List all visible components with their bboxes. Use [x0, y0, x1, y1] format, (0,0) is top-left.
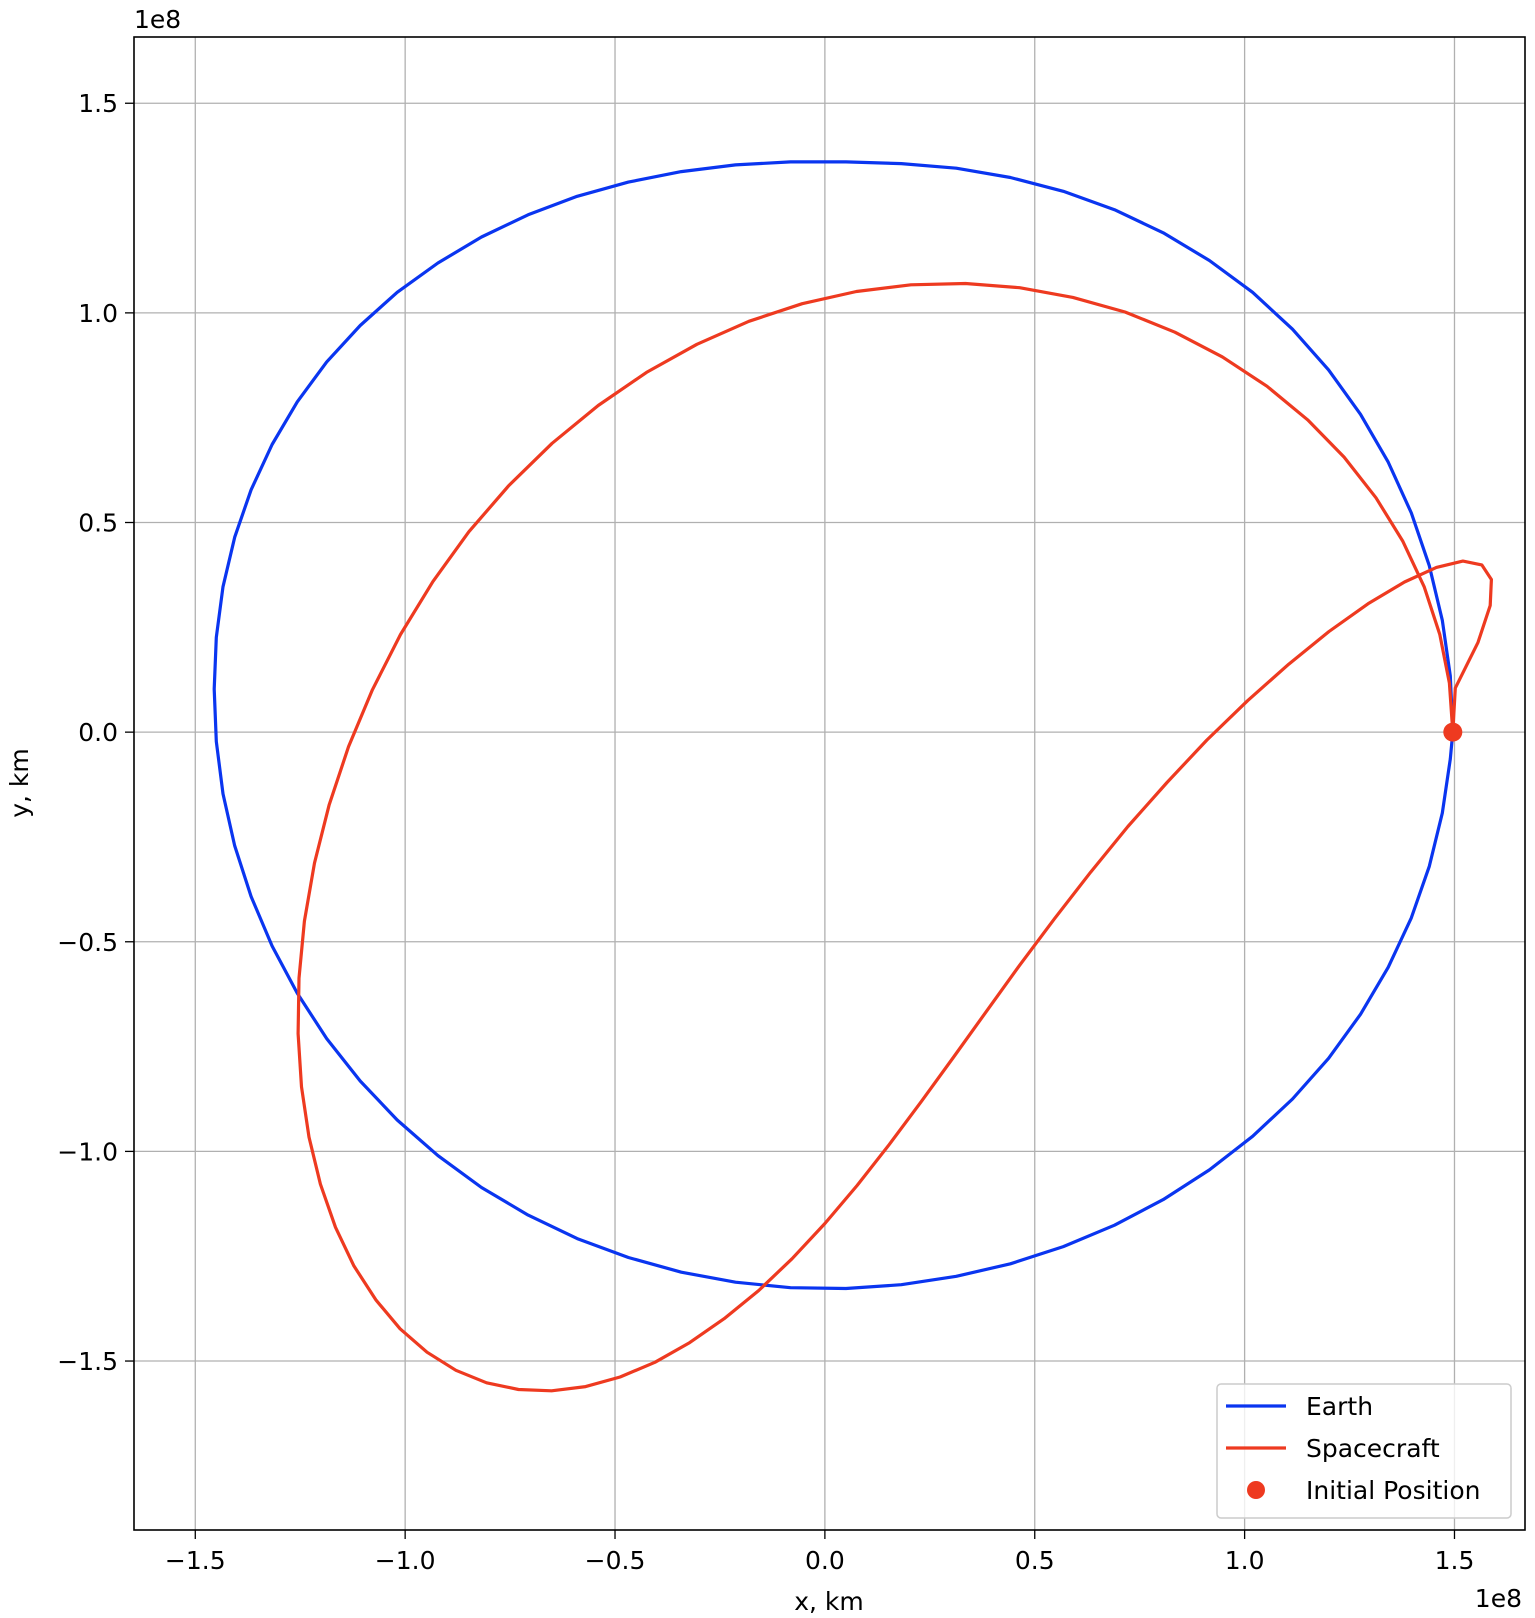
y-axis-label: y, km [5, 748, 34, 818]
x-tick-label: 0.5 [1015, 1546, 1055, 1575]
legend-label-earth: Earth [1306, 1392, 1373, 1421]
y-tick-label: 0.5 [78, 509, 118, 538]
x-tick-label: −1.0 [375, 1546, 436, 1575]
spacecraft-orbit-line [296, 281, 1494, 1393]
initial-position-marker [1443, 722, 1463, 742]
y-tick-label: 0.0 [78, 718, 118, 747]
y-tick-label: 1.0 [78, 299, 118, 328]
y-tick-label: −0.5 [57, 928, 118, 957]
legend-box [1216, 1383, 1512, 1519]
y-tick-label: −1.5 [57, 1347, 118, 1376]
y-tick-label: −1.0 [57, 1137, 118, 1166]
y-axis: 1.5 1.0 0.5 0.0 −0.5 −1.0 −1.5 [57, 89, 134, 1376]
legend-swatch-initial-position [1247, 1481, 1265, 1499]
earth-orbit-line [212, 160, 1455, 1291]
y-tick-label: 1.5 [78, 89, 118, 118]
legend: Earth Spacecraft Initial Position [1216, 1383, 1512, 1519]
x-tick-label: 0.0 [805, 1546, 845, 1575]
x-tick-label: −1.5 [165, 1546, 226, 1575]
series-layer [212, 160, 1494, 1393]
legend-label-spacecraft: Spacecraft [1306, 1434, 1440, 1463]
x-axis: −1.5 −1.0 −0.5 0.0 0.5 1.0 1.5 [165, 1530, 1474, 1575]
plot-frame [133, 36, 1526, 1531]
x-tick-label: −0.5 [585, 1546, 646, 1575]
x-tick-label: 1.5 [1435, 1546, 1475, 1575]
x-axis-label: x, km [794, 1587, 864, 1616]
legend-label-initial-position: Initial Position [1306, 1476, 1480, 1505]
y-offset-label: 1e8 [134, 5, 181, 34]
x-offset-label: 1e8 [1475, 1584, 1522, 1613]
x-tick-label: 1.0 [1225, 1546, 1265, 1575]
